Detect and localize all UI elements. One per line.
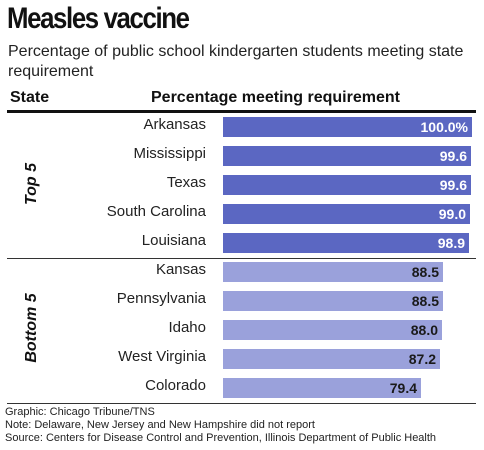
state-label: West Virginia <box>118 348 206 365</box>
footer-source: Source: Centers for Disease Control and … <box>5 432 437 444</box>
footer-graphic-credit: Graphic: Chicago Tribune/TNS <box>5 406 155 418</box>
bar <box>223 349 440 369</box>
bar <box>223 175 471 195</box>
state-label: Arkansas <box>143 116 206 133</box>
data-label: 100.0% <box>420 119 468 135</box>
column-header-percentage: Percentage meeting requirement <box>151 89 400 106</box>
bar-row-texas: Texas 99.6 <box>0 170 484 199</box>
bar <box>223 146 471 166</box>
bar-row-mississippi: Mississippi 99.6 <box>0 141 484 170</box>
data-label: 79.4 <box>389 380 417 396</box>
bar-row-south-carolina: South Carolina 99.0 <box>0 199 484 228</box>
bottom-rule <box>7 403 476 404</box>
bar <box>223 233 469 253</box>
data-label: 87.2 <box>408 351 436 367</box>
bar-row-west-virginia: West Virginia 87.2 <box>0 344 484 373</box>
state-label: Pennsylvania <box>116 290 206 307</box>
bar <box>223 320 442 340</box>
state-label: Idaho <box>168 319 206 336</box>
bar <box>223 117 472 137</box>
state-label: Colorado <box>145 377 206 394</box>
bar-row-colorado: Colorado 79.4 <box>0 373 484 402</box>
state-label: Kansas <box>155 261 206 278</box>
bar-row-pennsylvania: Pennsylvania 88.5 <box>0 286 484 315</box>
data-label: 99.6 <box>439 148 467 164</box>
data-label: 98.9 <box>437 235 465 251</box>
data-label: 99.6 <box>439 177 467 193</box>
data-label: 88.0 <box>410 322 438 338</box>
header-rule <box>7 110 476 113</box>
bar <box>223 378 421 398</box>
bar <box>223 291 443 311</box>
bar-row-louisiana: Louisiana 98.9 <box>0 228 484 257</box>
chart-title: Measles vaccine <box>7 2 190 35</box>
state-label: Mississippi <box>133 145 206 162</box>
data-label: 99.0 <box>438 206 466 222</box>
bar <box>223 204 470 224</box>
data-label: 88.5 <box>411 264 439 280</box>
bar <box>223 262 443 282</box>
bar-row-arkansas: Arkansas 100.0% <box>0 112 484 141</box>
state-label: Texas <box>166 174 206 191</box>
footer-note: Note: Delaware, New Jersey and New Hamps… <box>5 419 315 431</box>
chart-subtitle: Percentage of public school kindergarten… <box>8 43 464 80</box>
column-header-state: State <box>10 89 50 106</box>
bar-row-idaho: Idaho 88.0 <box>0 315 484 344</box>
state-label: South Carolina <box>106 203 206 220</box>
bar-row-kansas: Kansas 88.5 <box>0 257 484 286</box>
data-label: 88.5 <box>411 293 439 309</box>
footer: Graphic: Chicago Tribune/TNS Note: Delaw… <box>5 406 436 445</box>
group-divider-rule <box>7 258 476 259</box>
state-label: Louisiana <box>141 232 206 249</box>
